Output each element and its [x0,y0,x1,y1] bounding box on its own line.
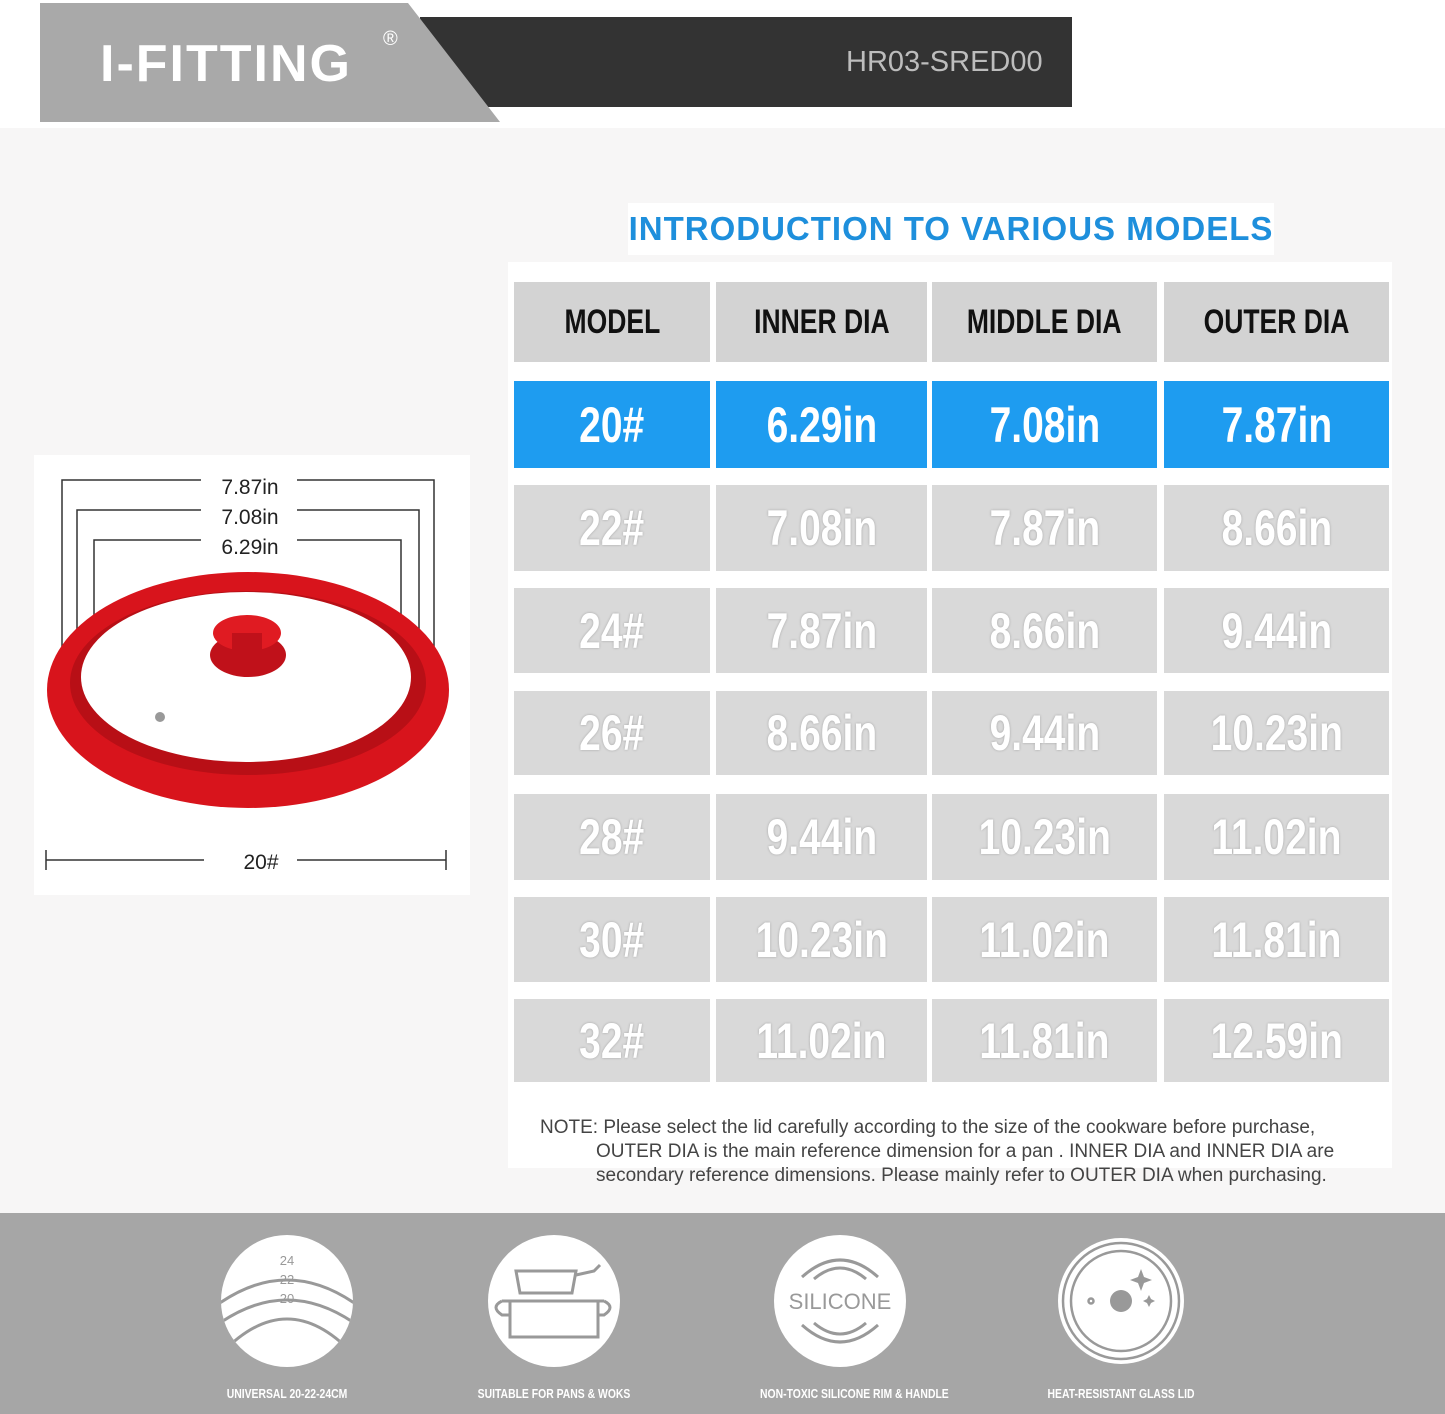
cell-text: 7.08in [766,500,877,556]
cell-text: 8.66in [766,705,877,761]
size-label: 20# [243,851,278,874]
middle-dia-label: 7.08in [221,506,278,529]
cell-text: 28# [579,809,645,865]
cell-text: MIDDLE DIA [967,302,1122,341]
table-cell: 11.81in [1164,897,1389,982]
arc-number: 24 [280,1253,294,1268]
table-cell: 9.44in [932,691,1157,775]
silicone-text: SILICONE [789,1289,892,1314]
cell-text: 22# [579,500,645,556]
column-header: INNER DIA [716,282,927,362]
feature-pans-woks: SUITABLE FOR PANS & WOKS [454,1235,654,1401]
column-header: MIDDLE DIA [932,282,1157,362]
lid-illustration: 7.87in 7.08in 6.29in 20# [45,476,449,874]
table-cell: 9.44in [1164,588,1389,673]
section-title: INTRODUCTION TO VARIOUS MODELS [628,203,1274,255]
inner-dia-label: 6.29in [221,536,278,559]
table-cell: 12.59in [1164,999,1389,1082]
feature-label: UNIVERSAL 20-22-24CM [226,1386,348,1401]
table-cell: 7.87in [1164,381,1389,468]
table-cell: 7.87in [932,485,1157,571]
table-cell: 32# [514,999,710,1082]
feature-glass-lid: HEAT-RESISTANT GLASS LID [1021,1235,1221,1401]
note-line-2: OUTER DIA is the main reference dimensio… [596,1141,1335,1162]
cell-text: 20# [579,396,645,453]
table-cell: 20# [514,381,710,468]
feature-label: HEAT-RESISTANT GLASS LID [1047,1386,1195,1401]
table-cell: 10.23in [932,794,1157,880]
size-arcs-icon: 24 22 20 [221,1235,353,1367]
pan-pot-icon [488,1235,620,1367]
table-cell: 7.08in [932,381,1157,468]
cell-text: 10.23in [978,809,1111,865]
silicone-icon: SILICONE [774,1235,906,1367]
table-cell: 8.66in [1164,485,1389,571]
note-label: NOTE: [540,1117,599,1138]
brand-logo: I-FITTING [100,35,352,93]
table-cell: 22# [514,485,710,571]
cell-text: 6.29in [766,396,877,453]
table-cell: 7.87in [716,588,927,673]
table-cell: 24# [514,588,710,673]
table-cell: 7.08in [716,485,927,571]
column-header: MODEL [514,282,710,362]
note-line-1: Please select the lid carefully accordin… [603,1117,1316,1138]
table-cell: 9.44in [716,794,927,880]
cell-text: 8.66in [1221,500,1332,556]
cell-text: 9.44in [1221,602,1332,659]
header-dark-bar [420,17,1072,107]
outer-dia-label: 7.87in [221,476,278,499]
arc-number: 22 [280,1272,294,1287]
feature-label: NON-TOXIC SILICONE RIM & HANDLE [760,1386,949,1401]
cell-text: 8.66in [989,602,1100,659]
cell-text: 7.87in [989,500,1100,556]
table-cell: 10.23in [1164,691,1389,775]
cell-text: 11.81in [979,1012,1110,1069]
glass-lid-icon [1058,1238,1184,1364]
cell-text: 10.23in [755,911,888,968]
feature-silicone: SILICONE NON-TOXIC SILICONE RIM & HANDLE [740,1235,949,1401]
cell-text: 11.02in [979,911,1110,968]
cell-text: 10.23in [1210,705,1343,761]
model-code: HR03-SRED00 [846,46,1043,78]
table-cell: 26# [514,691,710,775]
feature-label: SUITABLE FOR PANS & WOKS [477,1386,631,1401]
cell-text: 12.59in [1210,1012,1343,1069]
registered-mark: ® [383,28,398,50]
cell-text: 11.02in [756,1012,887,1069]
purchase-note: NOTE: Please select the lid carefully ac… [540,1116,1374,1188]
table-cell: 10.23in [716,897,927,982]
cell-text: 11.81in [1211,911,1342,968]
cell-text: 7.87in [766,602,877,659]
cell-text: 9.44in [989,705,1100,761]
table-cell: 11.81in [932,999,1157,1082]
cell-text: MODEL [564,302,660,341]
arc-number: 20 [280,1291,294,1306]
cell-text: 24# [579,602,645,659]
table-cell: 11.02in [716,999,927,1082]
cell-text: 26# [579,705,645,761]
table-cell: 30# [514,897,710,982]
cell-text: 9.44in [766,809,877,865]
column-header: OUTER DIA [1164,282,1389,362]
cell-text: 32# [579,1012,645,1069]
cell-text: 11.02in [1211,809,1342,865]
feature-universal: 24 22 20 UNIVERSAL 20-22-24CM [187,1235,387,1401]
cell-text: OUTER DIA [1203,302,1350,341]
table-cell: 28# [514,794,710,880]
note-line-3: secondary reference dimensions. Please m… [596,1165,1327,1186]
table-cell: 8.66in [932,588,1157,673]
cell-text: 7.08in [989,396,1100,453]
lid-diagram: 7.87in 7.08in 6.29in 20# [34,455,470,895]
cell-text: 7.87in [1221,396,1332,453]
cell-text: INNER DIA [753,302,890,341]
table-cell: 6.29in [716,381,927,468]
table-cell: 11.02in [1164,794,1389,880]
table-cell: 11.02in [932,897,1157,982]
table-cell: 8.66in [716,691,927,775]
cell-text: 30# [579,911,645,968]
